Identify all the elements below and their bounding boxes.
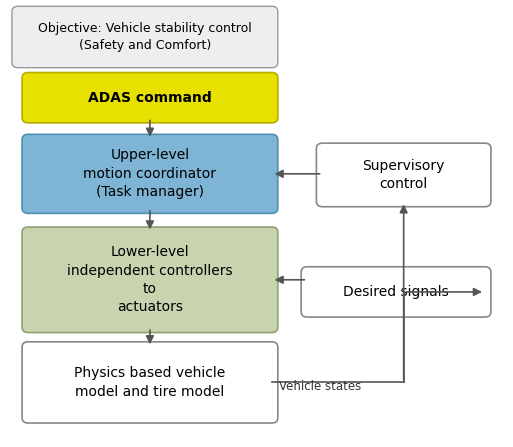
Text: Desired signals: Desired signals [343, 285, 449, 299]
FancyBboxPatch shape [12, 6, 278, 67]
FancyBboxPatch shape [301, 267, 491, 317]
Text: Physics based vehicle
model and tire model: Physics based vehicle model and tire mod… [74, 366, 226, 399]
Text: Vehicle states: Vehicle states [280, 380, 362, 393]
FancyBboxPatch shape [317, 143, 491, 207]
FancyBboxPatch shape [22, 72, 278, 123]
Text: Upper-level
motion coordinator
(Task manager): Upper-level motion coordinator (Task man… [84, 148, 216, 199]
Text: Supervisory
control: Supervisory control [363, 159, 445, 191]
Text: ADAS command: ADAS command [88, 91, 212, 105]
Text: Lower-level
independent controllers
to
actuators: Lower-level independent controllers to a… [67, 245, 233, 314]
FancyBboxPatch shape [22, 135, 278, 213]
Text: Objective: Vehicle stability control
(Safety and Comfort): Objective: Vehicle stability control (Sa… [38, 22, 252, 52]
FancyBboxPatch shape [22, 227, 278, 333]
FancyBboxPatch shape [22, 342, 278, 423]
